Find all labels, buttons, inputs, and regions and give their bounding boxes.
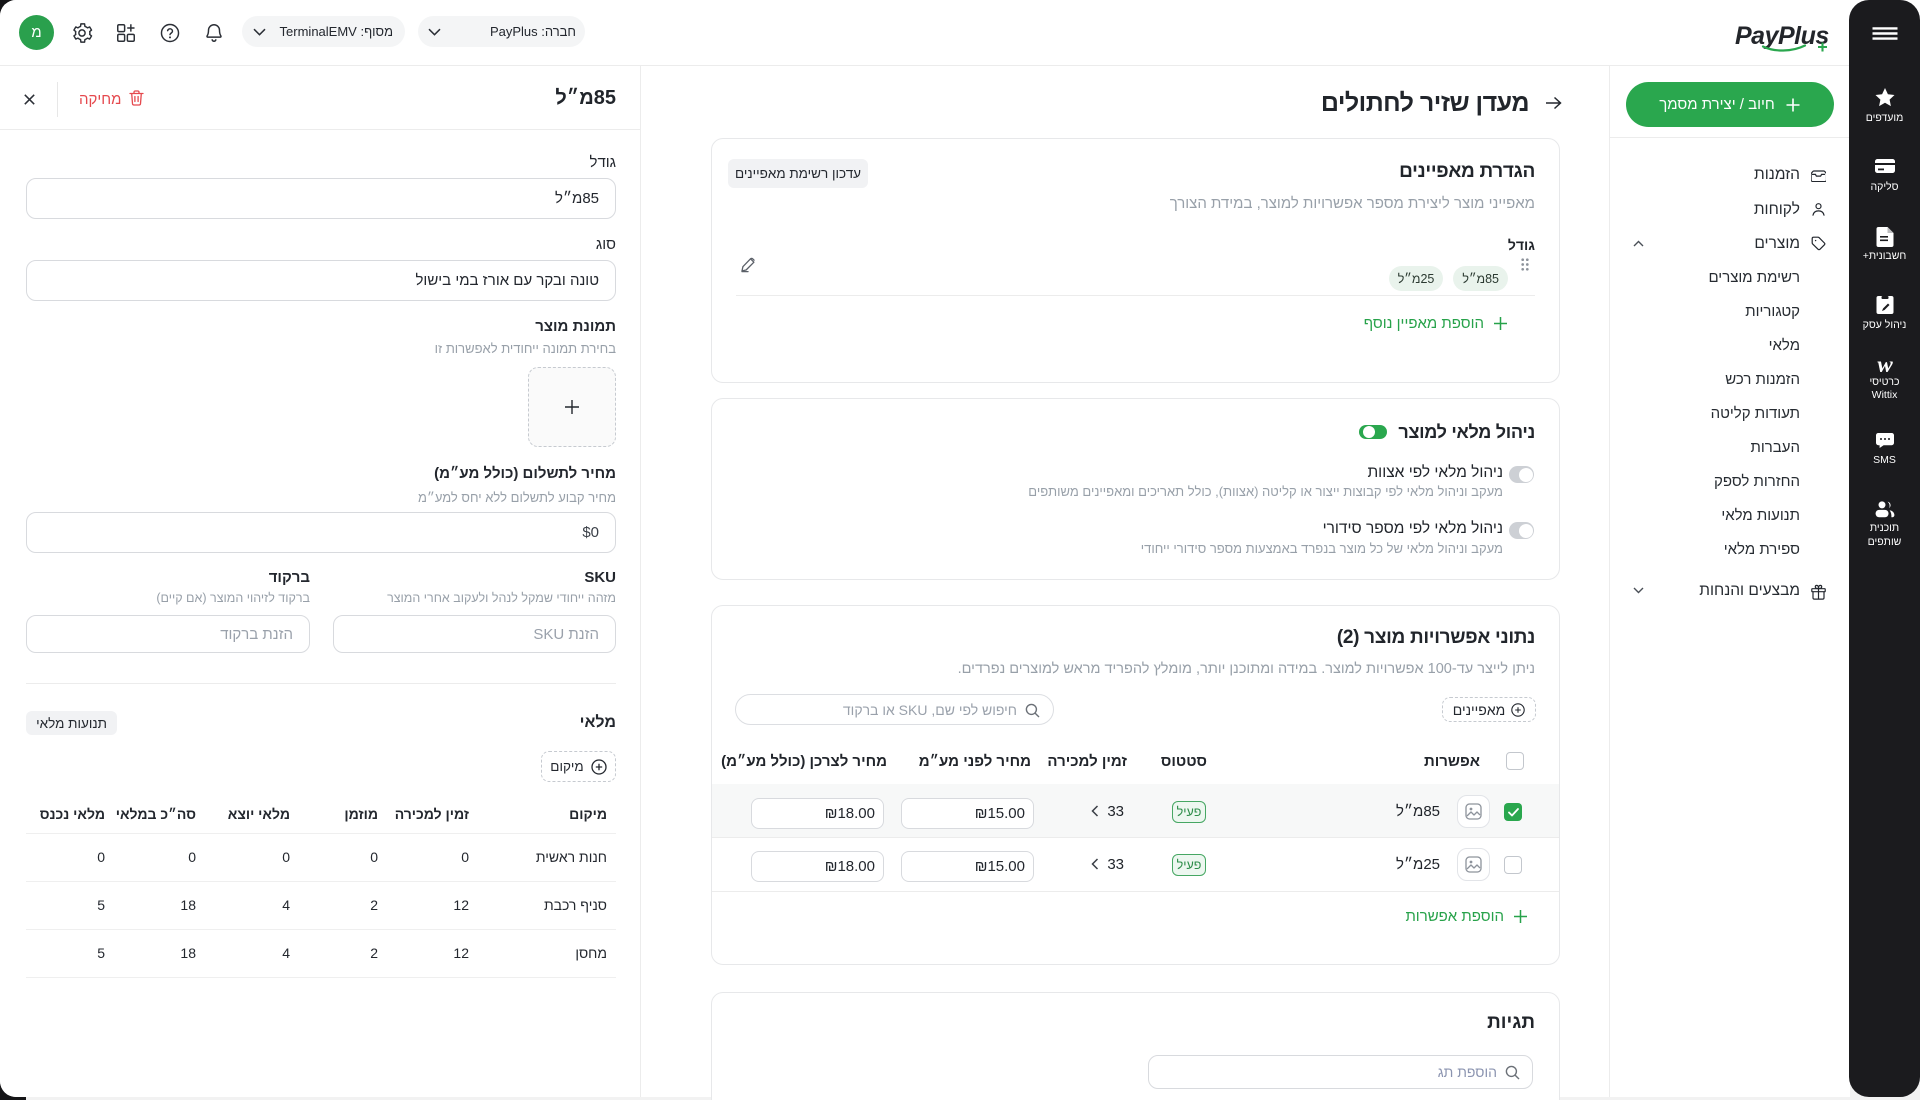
- svg-text:w: w: [1877, 355, 1893, 373]
- svg-text:PayPlus: PayPlus: [1735, 22, 1829, 50]
